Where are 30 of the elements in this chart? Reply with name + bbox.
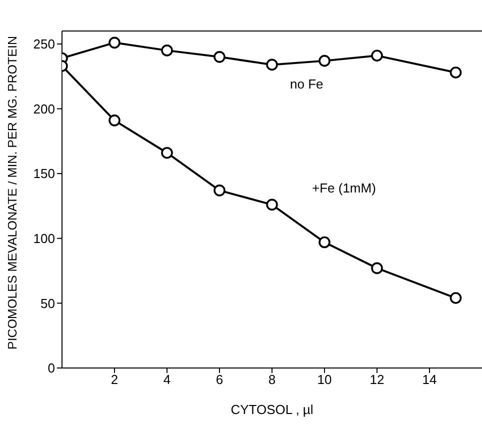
point <box>214 51 226 63</box>
x-tick-label: 12 <box>370 372 384 388</box>
y-tick-label: 100 <box>33 231 55 246</box>
point <box>108 114 120 126</box>
point <box>214 184 226 196</box>
series-label: no Fe <box>290 76 324 92</box>
y-tick-label: 150 <box>33 166 55 182</box>
point <box>450 66 462 78</box>
y-tick-label: 200 <box>33 101 55 116</box>
point <box>371 262 383 274</box>
point <box>450 292 462 304</box>
point <box>108 36 120 49</box>
text: +Fe (1mM) <box>312 180 376 196</box>
point <box>266 58 278 71</box>
x-axis-title: CYTOSOL , µl <box>230 402 314 417</box>
y-tick-label: 250 <box>33 36 55 52</box>
y-tick-label: 0 <box>48 360 55 376</box>
point <box>161 146 173 159</box>
point <box>371 50 383 62</box>
x-tick-label: 2 <box>110 372 118 388</box>
point <box>266 198 278 211</box>
x-tick-label: 8 <box>268 372 276 388</box>
point <box>318 54 330 67</box>
y-tick-label: 50 <box>40 296 55 311</box>
x-tick-label: 10 <box>317 372 332 388</box>
x-tick-label: 6 <box>216 372 224 388</box>
point <box>161 44 173 56</box>
x-tick-label: 14 <box>422 372 437 388</box>
x-tick-label: 4 <box>163 372 171 388</box>
point <box>318 236 330 248</box>
